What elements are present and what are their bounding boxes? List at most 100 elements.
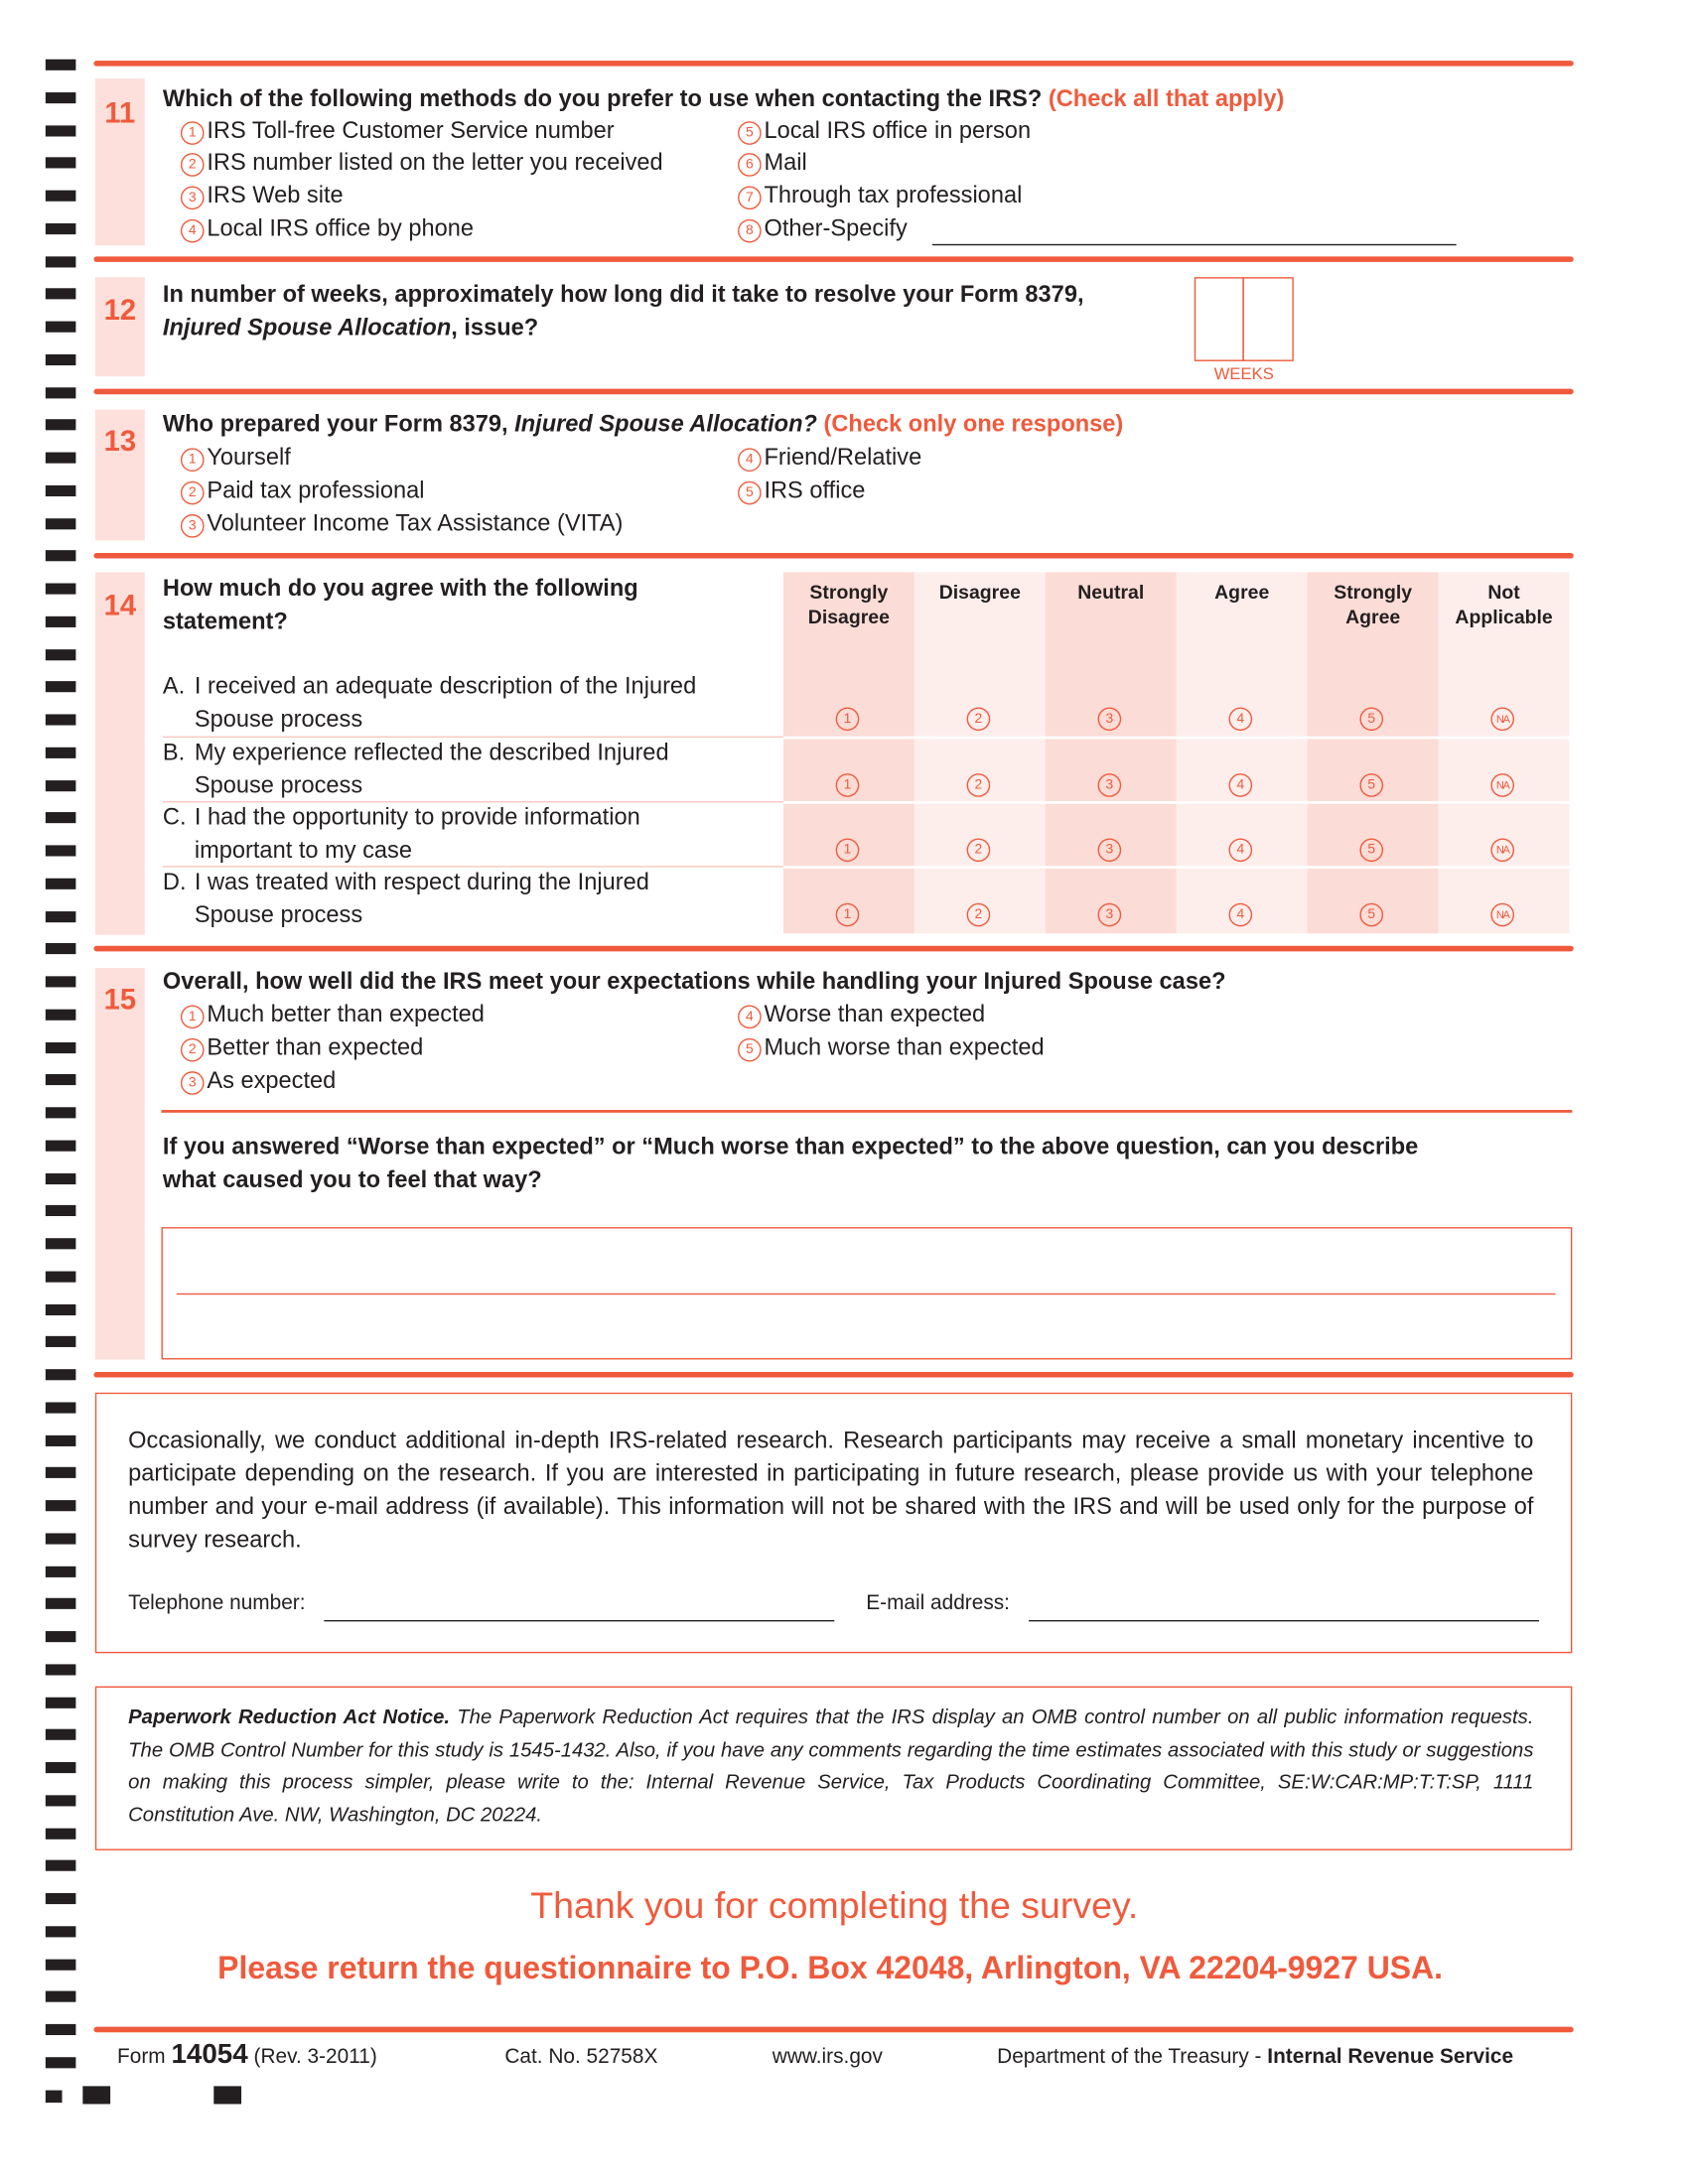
rating-cell: 1 [783, 772, 914, 797]
option-q11-3[interactable]: 3 IRS Web site [180, 182, 344, 210]
option-q11-6[interactable]: 6 Mail [738, 149, 807, 177]
other-specify-input[interactable] [931, 243, 1457, 246]
option-label: Paid tax professional [207, 477, 425, 503]
option-q15-4[interactable]: 4 Worse than expected [738, 1001, 985, 1029]
option-q15-2[interactable]: 2 Better than expected [180, 1034, 423, 1062]
option-bubble[interactable]: 7 [738, 186, 762, 210]
timing-mark [45, 681, 76, 693]
option-q11-1[interactable]: 1 IRS Toll-free Customer Service number [180, 117, 615, 145]
option-q13-2[interactable]: 2 Paid tax professional [180, 477, 425, 505]
option-q15-3[interactable]: 3 As expected [180, 1067, 336, 1095]
option-bubble[interactable]: 3 [180, 514, 205, 538]
rating-bubble-3[interactable]: 3 [1097, 707, 1122, 732]
rating-bubble-1[interactable]: 1 [835, 902, 860, 927]
rating-bubble-3[interactable]: 3 [1097, 773, 1122, 797]
rating-bubble-4[interactable]: 4 [1228, 773, 1253, 797]
rating-bubble-5[interactable]: 5 [1359, 773, 1384, 797]
weeks-digit-1[interactable] [1194, 277, 1244, 361]
rating-bubble-3[interactable]: 3 [1097, 838, 1122, 863]
section-divider [93, 61, 1574, 67]
option-bubble[interactable]: 6 [738, 153, 762, 177]
email-input[interactable] [1029, 1619, 1540, 1622]
timing-mark [45, 1925, 76, 1938]
timing-mark [45, 1697, 76, 1708]
timing-mark [45, 1795, 76, 1807]
followup-answer-box[interactable] [161, 1227, 1573, 1360]
column-NA [1438, 572, 1570, 934]
option-q11-7[interactable]: 7 Through tax professional [738, 182, 1022, 210]
paperwork-notice: Paperwork Reduction Act Notice. The Pape… [128, 1703, 1533, 1834]
option-bubble[interactable]: 5 [738, 1037, 762, 1062]
rating-bubble-1[interactable]: 1 [835, 707, 860, 732]
rating-bubble-4[interactable]: 4 [1228, 707, 1253, 732]
option-bubble[interactable]: 8 [738, 218, 762, 243]
rating-cell: 1 [783, 837, 914, 863]
option-bubble[interactable]: 1 [180, 121, 205, 145]
timing-mark [45, 1892, 76, 1905]
timing-mark [45, 484, 76, 496]
rating-bubble-4[interactable]: 4 [1228, 838, 1253, 863]
timing-mark [45, 1958, 76, 1971]
rating-bubble-4[interactable]: 4 [1228, 902, 1253, 927]
column-2 [914, 572, 1046, 934]
rating-bubble-2[interactable]: 2 [966, 707, 991, 732]
statement-line1: My experience reflected the described In… [194, 739, 669, 765]
rating-bubble-5[interactable]: 5 [1359, 902, 1384, 927]
rating-bubble-3[interactable]: 3 [1097, 902, 1122, 927]
telephone-input[interactable] [324, 1619, 835, 1622]
rating-bubble-2[interactable]: 2 [966, 773, 991, 797]
option-bubble[interactable]: 2 [180, 153, 205, 177]
option-q13-4[interactable]: 4 Friend/Relative [738, 444, 921, 473]
statement-letter: C. [162, 803, 187, 831]
rating-bubble-NA[interactable]: NA [1490, 707, 1515, 732]
rating-bubble-5[interactable]: 5 [1359, 707, 1384, 732]
rating-bubble-5[interactable]: 5 [1359, 838, 1384, 863]
rating-cell: 1 [783, 706, 914, 732]
question-label: How much do you agree with the following [162, 575, 638, 602]
option-q13-3[interactable]: 3 Volunteer Income Tax Assistance (VITA) [180, 510, 623, 538]
option-q11-5[interactable]: 5 Local IRS office in person [738, 117, 1031, 145]
statement-a: A. I received an adequate description of … [163, 670, 696, 737]
option-bubble[interactable]: 2 [180, 1037, 205, 1062]
option-bubble[interactable]: 4 [180, 218, 205, 243]
timing-mark [45, 1271, 76, 1283]
question-number-band [94, 277, 145, 377]
option-bubble[interactable]: 2 [180, 480, 205, 505]
department-name: Department of the Treasury - [997, 2044, 1268, 2069]
rating-bubble-NA[interactable]: NA [1490, 773, 1515, 797]
timing-mark [82, 2086, 111, 2105]
option-q13-1[interactable]: 1 Yourself [180, 444, 291, 473]
option-q13-5[interactable]: 5 IRS office [738, 478, 865, 505]
rating-bubble-1[interactable]: 1 [835, 773, 860, 797]
weeks-digit-2[interactable] [1242, 277, 1294, 361]
option-bubble[interactable]: 3 [180, 186, 205, 210]
website: www.irs.gov [772, 2044, 883, 2069]
option-bubble[interactable]: 4 [738, 1005, 762, 1029]
column-header: Strongly Disagree [783, 579, 914, 628]
option-bubble[interactable]: 4 [738, 448, 762, 473]
column-header-line1: Not [1487, 580, 1520, 603]
question-number: 14 [103, 590, 137, 622]
option-q15-5[interactable]: 5 Much worse than expected [738, 1034, 1045, 1062]
option-q11-2[interactable]: 2 IRS number listed on the letter you rec… [180, 149, 663, 177]
timing-mark [45, 714, 76, 726]
option-bubble[interactable]: 3 [180, 1071, 205, 1095]
option-bubble[interactable]: 1 [180, 448, 205, 473]
timing-mark [45, 517, 76, 529]
rating-bubble-NA[interactable]: NA [1490, 838, 1515, 863]
question-label: In number of weeks, approximately how lo… [162, 281, 1084, 308]
catalog-number: Cat. No. 52758X [504, 2044, 658, 2069]
column-1 [782, 572, 914, 934]
option-bubble[interactable]: 1 [180, 1005, 205, 1029]
question-label: statement? [162, 608, 288, 634]
form-number: 14054 [171, 2039, 248, 2070]
option-q15-1[interactable]: 1 Much better than expected [180, 1001, 485, 1029]
rating-bubble-2[interactable]: 2 [966, 838, 991, 863]
option-q11-8[interactable]: 8 Other-Specify [738, 215, 908, 243]
rating-bubble-1[interactable]: 1 [835, 838, 860, 863]
option-q11-4[interactable]: 4 Local IRS office by phone [180, 215, 474, 243]
rating-bubble-2[interactable]: 2 [966, 902, 991, 927]
rating-bubble-NA[interactable]: NA [1490, 902, 1515, 927]
option-bubble[interactable]: 5 [738, 121, 762, 145]
option-bubble[interactable]: 5 [738, 480, 762, 505]
